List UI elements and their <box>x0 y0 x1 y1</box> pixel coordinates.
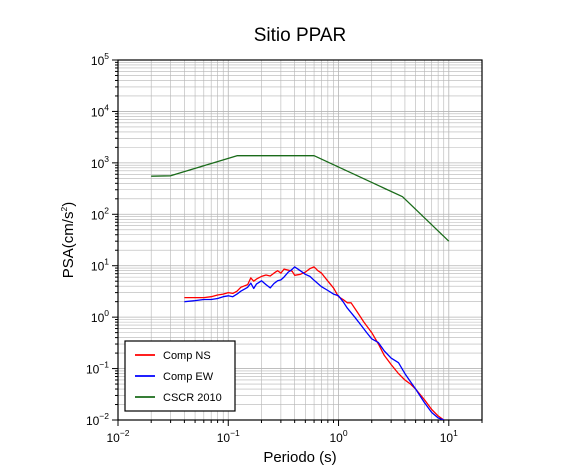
x-tick-label: 10−2 <box>106 428 129 445</box>
y-axis-label-close: ) <box>60 202 77 207</box>
y-tick-labels: 10−2 10−1 100 101 102 103 104 105 <box>86 51 109 428</box>
x-tick-label: 100 <box>329 428 347 445</box>
grid <box>117 59 483 421</box>
y-tick-label: 101 <box>91 257 109 274</box>
y-tick-label: 10−1 <box>86 360 109 377</box>
y-axis-label: PSA(cm/s2) <box>59 202 77 278</box>
axis-ticks <box>112 59 483 426</box>
y-tick-label: 102 <box>91 205 109 222</box>
legend-label: Comp NS <box>163 350 211 362</box>
series-lines <box>151 155 450 420</box>
plot-frame <box>117 59 483 421</box>
y-tick-label: 105 <box>91 51 109 68</box>
legend-label: CSCR 2010 <box>163 392 222 404</box>
legend: Comp NS Comp EW CSCR 2010 <box>124 340 236 412</box>
y-axis-label-exponent: 2 <box>59 207 69 212</box>
chart-title: Sitio PPAR <box>254 25 347 46</box>
x-tick-labels: 10−2 10−1 100 101 <box>106 428 458 445</box>
series-line-1 <box>184 266 445 420</box>
x-tick-label: 101 <box>440 428 458 445</box>
y-tick-label: 103 <box>91 154 109 171</box>
y-tick-label: 100 <box>91 308 109 325</box>
y-tick-label: 104 <box>91 102 109 119</box>
x-axis-label: Periodo (s) <box>263 449 336 466</box>
y-axis-label-base: PSA(cm/s <box>60 212 77 279</box>
series-line-2 <box>151 155 450 242</box>
y-tick-label: 10−2 <box>86 411 109 428</box>
legend-label: Comp EW <box>163 371 214 383</box>
x-tick-label: 10−1 <box>217 428 240 445</box>
